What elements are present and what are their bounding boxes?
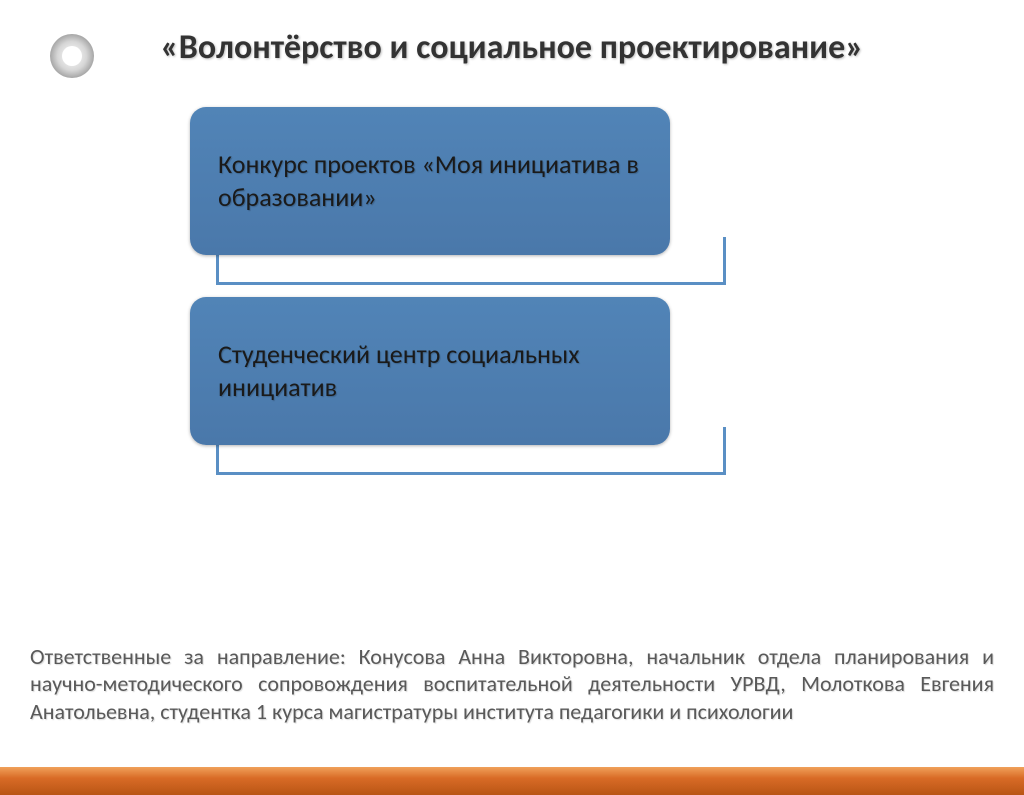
block-card: Студенческий центр социальных инициатив [190,297,670,445]
block-text: Студенческий центр социальных инициатив [218,338,642,403]
footer-text: Ответственные за направление: Конусова А… [30,643,994,726]
block-text: Конкурс проектов «Моя инициатива в образ… [218,148,642,213]
slide-title: «Волонтёрство и социальное проектировани… [0,28,1024,69]
bottom-accent-bar [0,767,1024,795]
block-card: Конкурс проектов «Моя инициатива в образ… [190,107,670,255]
smartart-item: Студенческий центр социальных инициатив [190,297,750,477]
smartart-container: Конкурс проектов «Моя инициатива в образ… [190,107,750,477]
smartart-item: Конкурс проектов «Моя инициатива в образ… [190,107,750,287]
